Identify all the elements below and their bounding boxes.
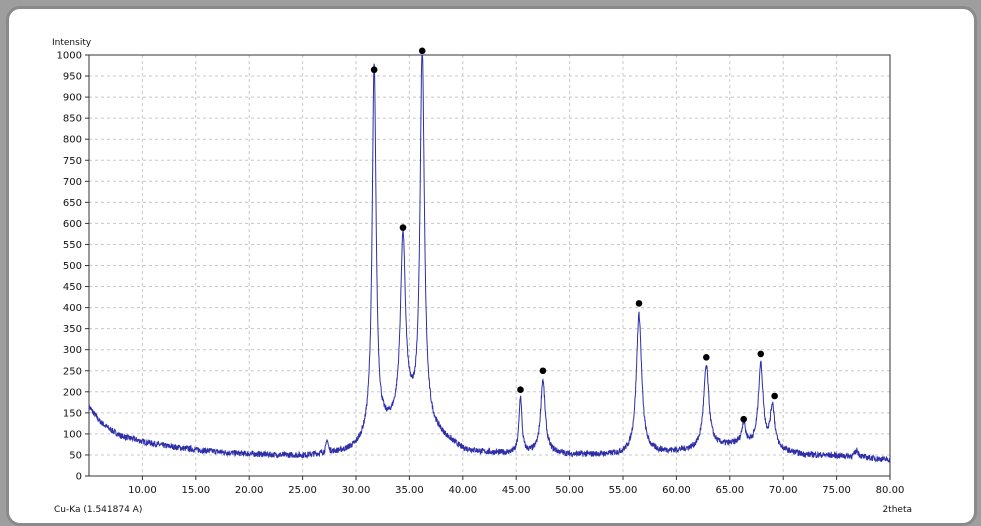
x-tick-label: 80.00 [876, 485, 905, 496]
x-tick-label: 75.00 [822, 485, 851, 496]
x-tick-label: 10.00 [128, 485, 157, 496]
x-tick-label: 65.00 [715, 485, 744, 496]
x-tick-label: 30.00 [342, 485, 371, 496]
x-tick-label: 25.00 [288, 485, 317, 496]
x-tick-label: 60.00 [662, 485, 691, 496]
y-tick-label: 800 [63, 135, 82, 146]
y-tick-label: 450 [63, 282, 82, 293]
y-tick-label: 500 [63, 261, 82, 272]
y-tick-label: 550 [63, 240, 82, 251]
x-tick-label: 55.00 [609, 485, 638, 496]
y-tick-label: 850 [63, 114, 82, 125]
grid-lines [89, 55, 890, 476]
x-tick-label: 35.00 [395, 485, 424, 496]
x-axis: 10.00 15.00 20.00 25.00 30.00 35.00 40.00 45.00… [128, 476, 904, 496]
peak-marker-1 [370, 66, 378, 74]
y-axis-label: Intensity [52, 38, 92, 48]
x-axis-label: 2theta [882, 505, 912, 515]
y-tick-label: 650 [63, 198, 82, 209]
x-tick-label: 20.00 [235, 485, 264, 496]
y-tick-label: 950 [63, 72, 82, 83]
series-line [88, 54, 891, 463]
peak-markers [370, 47, 778, 423]
peak-marker-4 [517, 386, 524, 393]
y-tick-label: 50 [69, 450, 82, 461]
x-tick-label: 45.00 [502, 485, 531, 496]
y-tick-label: 1000 [57, 51, 82, 62]
y-tick-label: 350 [63, 324, 82, 335]
peak-marker-9 [757, 350, 765, 358]
y-tick-label: 300 [63, 345, 82, 356]
peak-marker-2 [399, 224, 407, 231]
x-tick-label: 70.00 [769, 485, 798, 496]
peak-marker-3 [418, 47, 426, 55]
y-tick-label: 400 [63, 303, 82, 314]
y-axis: 0 50 100 150 200 250 300 350 400 450 500 550 600 650 7… [57, 51, 89, 483]
y-tick-label: 250 [63, 366, 82, 377]
y-tick-label: 600 [63, 219, 82, 230]
y-tick-label: 200 [63, 387, 82, 398]
y-tick-label: 900 [63, 93, 82, 104]
y-tick-label: 100 [63, 429, 82, 440]
peak-marker-8 [740, 415, 747, 423]
y-tick-label: 0 [76, 472, 82, 483]
peak-marker-10 [771, 392, 778, 400]
peak-marker-5 [539, 367, 547, 375]
x-tick-label: 15.00 [181, 485, 210, 496]
radiation-source-label: Cu-Ka (1.541874 A) [54, 505, 142, 515]
peak-marker-7 [703, 353, 710, 361]
y-tick-label: 150 [63, 408, 82, 419]
x-tick-label: 50.00 [555, 485, 584, 496]
peak-marker-6 [635, 300, 643, 307]
y-tick-label: 700 [63, 177, 82, 188]
y-tick-label: 750 [63, 156, 82, 167]
x-tick-label: 40.00 [448, 485, 477, 496]
xrd-chart: 0 50 100 150 200 250 300 350 400 450 500 550 600 650 7… [52, 38, 912, 515]
